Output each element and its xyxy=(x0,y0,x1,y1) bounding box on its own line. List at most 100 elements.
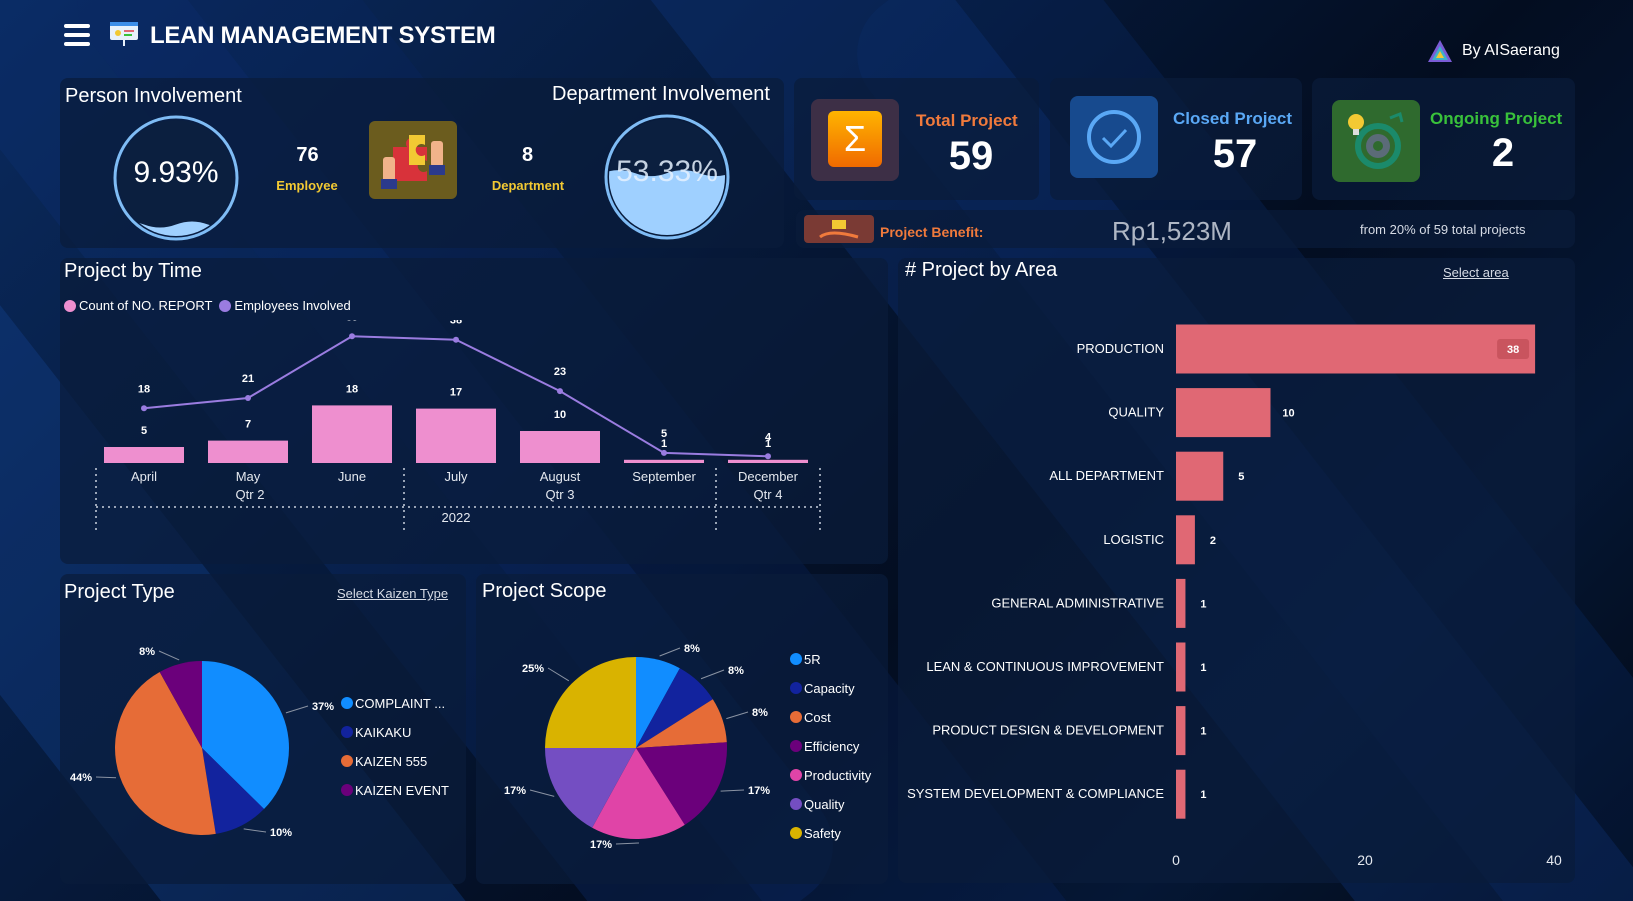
pie-value-label: 8% xyxy=(684,643,700,655)
project-benefit-value: Rp1,523M xyxy=(1112,216,1232,246)
legend-dot xyxy=(790,682,802,694)
project-scope-chart: 8% 8% 8% 17% 17% 17% 25% 5R Capacity Cost Efficien… xyxy=(504,643,872,851)
employees-point xyxy=(557,388,563,395)
pie-slice-kaizen-555 xyxy=(114,671,216,835)
legend-dot-count xyxy=(64,299,76,312)
pie-leader-line xyxy=(659,647,681,657)
pie-leader-line xyxy=(726,711,749,720)
pie-leader-line xyxy=(285,705,309,714)
area-bar xyxy=(1176,515,1195,565)
line-value-label: 39 xyxy=(346,320,358,323)
employees-point xyxy=(141,405,147,412)
legend-label: KAIKAKU xyxy=(355,725,411,740)
pie-slice-cost xyxy=(636,699,727,748)
project-type-title: Project Type xyxy=(64,581,175,603)
legend-label-count: Count of NO. REPORT xyxy=(79,298,213,313)
area-bar xyxy=(1176,388,1271,438)
employees-point xyxy=(453,336,459,343)
ongoing-project-label: Ongoing Project xyxy=(1430,109,1563,128)
legend-label-employees: Employees Involved xyxy=(234,298,351,313)
pie-slice-safety xyxy=(545,657,636,748)
area-category-label: SYSTEM DEVELOPMENT & COMPLIANCE xyxy=(907,786,1164,801)
year-label: 2022 xyxy=(442,510,471,525)
area-bar xyxy=(1176,324,1536,374)
bar-value-label: 5 xyxy=(141,425,147,437)
area-value-label: 10 xyxy=(1282,408,1294,420)
legend-dot xyxy=(790,711,802,723)
legend-dot xyxy=(341,755,353,767)
area-category-label: QUALITY xyxy=(1108,405,1164,420)
employee-label: Employee xyxy=(276,178,338,193)
legend-label: Capacity xyxy=(804,681,855,696)
bar-value-label: 1 xyxy=(661,438,667,450)
department-count: 8 xyxy=(521,144,534,166)
legend-dot xyxy=(341,784,353,796)
project-type-chart: 37% 10% 44% 8% COMPLAINT ... KAIKAKU KAIZEN 55… xyxy=(70,646,449,839)
x-tick-label: April xyxy=(131,469,157,484)
legend-dot xyxy=(790,653,802,665)
bar-value-label: 18 xyxy=(346,383,358,395)
legend-label: KAIZEN 555 xyxy=(355,754,427,769)
area-bar xyxy=(1176,578,1186,628)
pie-slice-efficiency xyxy=(636,742,727,825)
project-benefit-note: from 20% of 59 total projects xyxy=(1360,222,1526,237)
legend-label: 5R xyxy=(804,652,821,667)
menu-icon[interactable] xyxy=(64,24,90,46)
pie-value-label: 17% xyxy=(504,785,526,797)
legend-dot xyxy=(790,740,802,752)
author-label: By AISaerang xyxy=(1462,42,1560,59)
employees-point xyxy=(765,453,771,460)
pie-slice-kaizen-event xyxy=(159,661,202,748)
pie-leader-line xyxy=(720,789,745,792)
select-area-link[interactable]: Select area xyxy=(1443,265,1509,280)
pie-leader-line xyxy=(95,776,117,779)
pie-value-label: 8% xyxy=(139,646,155,658)
legend-dot xyxy=(790,798,802,810)
project-by-time-chart: 5 April 7 May 18 June 17 July 10 August 1 September… xyxy=(95,320,821,530)
area-category-label: PRODUCT DESIGN & DEVELOPMENT xyxy=(932,723,1164,738)
quarter-label: Qtr 3 xyxy=(546,487,575,502)
person-involvement-title: Person Involvement xyxy=(65,85,242,107)
area-category-label: LOGISTIC xyxy=(1103,532,1164,547)
project-by-area-title: # Project by Area xyxy=(905,259,1058,281)
bar-august xyxy=(520,431,600,463)
pie-value-label: 25% xyxy=(522,663,544,675)
line-value-label: 18 xyxy=(138,383,150,395)
employees-point xyxy=(349,333,355,340)
quarter-label: Qtr 2 xyxy=(236,487,265,502)
person-involvement-gauge: 9.93% xyxy=(112,114,240,242)
area-value-label: 1 xyxy=(1200,726,1206,738)
x-tick-label: September xyxy=(632,469,696,484)
line-value-label: 23 xyxy=(554,366,566,378)
area-value-label: 1 xyxy=(1200,662,1206,674)
pie-value-label: 37% xyxy=(312,701,334,713)
area-bar xyxy=(1176,451,1224,501)
x-tick-label: August xyxy=(540,469,581,484)
area-value-label: 2 xyxy=(1210,535,1216,547)
bar-december xyxy=(728,459,808,463)
department-involvement-gauge: 53.33% xyxy=(603,113,731,241)
pie-leader-line xyxy=(615,842,640,845)
pie-value-label: 44% xyxy=(70,772,92,784)
bar-september xyxy=(624,459,704,463)
employees-point xyxy=(245,395,251,401)
x-tick-label: 20 xyxy=(1357,852,1373,868)
pie-slice-5r xyxy=(636,657,680,748)
area-value-label: 5 xyxy=(1238,471,1244,483)
area-bar xyxy=(1176,706,1186,756)
time-legend: Count of NO. REPORT Employees Involved xyxy=(64,298,351,313)
total-project-value: 59 xyxy=(948,134,994,178)
x-tick-label: December xyxy=(738,469,799,484)
employees-point xyxy=(661,449,667,456)
area-category-label: GENERAL ADMINISTRATIVE xyxy=(991,595,1164,610)
x-tick-label: 0 xyxy=(1172,852,1180,868)
checkmark-circle-icon xyxy=(1070,96,1158,178)
legend-label: Efficiency xyxy=(804,739,860,754)
bar-april xyxy=(104,447,184,463)
author-logo-icon xyxy=(1426,38,1454,66)
select-kaizen-type-link[interactable]: Select Kaizen Type xyxy=(337,586,449,601)
sigma-icon: Σ xyxy=(811,99,899,181)
legend-label: Quality xyxy=(804,797,845,812)
pie-value-label: 17% xyxy=(748,785,770,797)
closed-project-value: 57 xyxy=(1212,132,1258,176)
